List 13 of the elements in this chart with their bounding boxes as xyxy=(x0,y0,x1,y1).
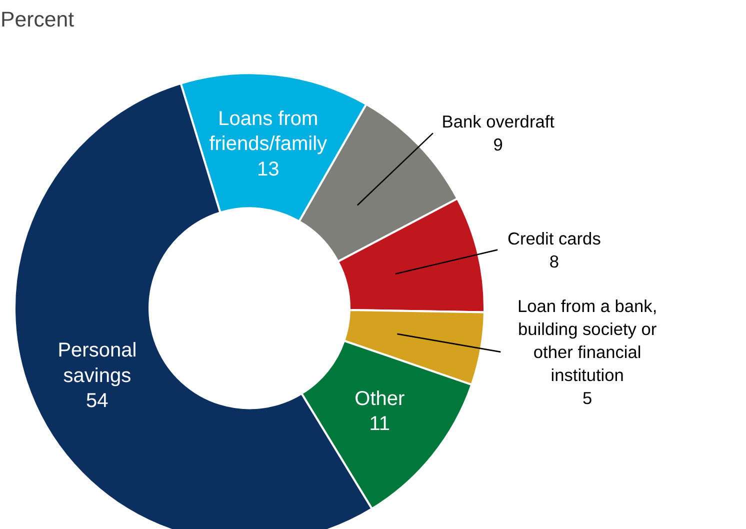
slice-label: Credit cards xyxy=(507,228,602,248)
slice-label: Loans from friends/family xyxy=(209,108,328,156)
data-label: 8 xyxy=(549,251,559,272)
slice-label: Other xyxy=(354,388,405,410)
slice-label: Bank overdraft xyxy=(442,112,555,132)
data-label: 11 xyxy=(369,413,390,436)
data-label: 13 xyxy=(256,158,280,181)
chart-title: Percent xyxy=(0,8,74,32)
data-label: 54 xyxy=(86,390,108,412)
data-label: 5 xyxy=(582,388,592,408)
slice-label: Loan from a bank, building society or other financial institution xyxy=(517,296,658,385)
slice-label: Personal savings xyxy=(58,340,137,387)
data-label: 9 xyxy=(493,134,503,155)
